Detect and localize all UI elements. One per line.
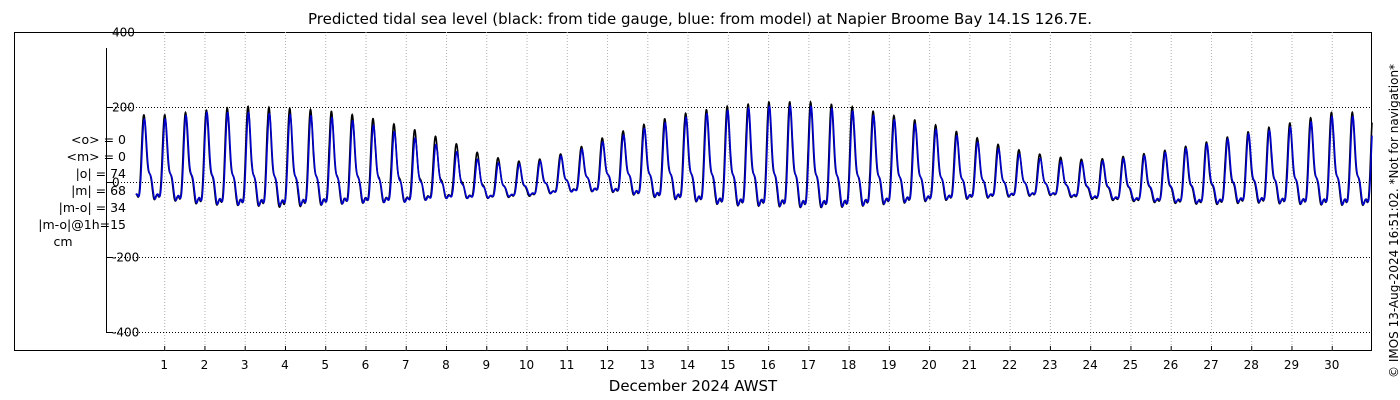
- x-tick-label: 2: [201, 358, 209, 372]
- y-tick-label: -400: [112, 326, 139, 340]
- x-tick-label: 26: [1163, 358, 1178, 372]
- stats-panel: <o> = 0 <m> = 0 |o| = 74 |m| = 68 |m-o| …: [0, 131, 126, 250]
- x-tick-label: 6: [362, 358, 370, 372]
- x-tick-label: 15: [720, 358, 735, 372]
- stat-abs-obs: |o| = 74: [75, 166, 126, 181]
- x-tick-label: 8: [442, 358, 450, 372]
- x-tick-label: 17: [801, 358, 816, 372]
- x-tick-label: 10: [519, 358, 534, 372]
- stat-mean-obs: <o> = 0: [71, 132, 126, 147]
- x-tick-label: 22: [1002, 358, 1017, 372]
- x-tick-label: 4: [281, 358, 289, 372]
- x-tick-label: 9: [482, 358, 490, 372]
- x-tick-label: 7: [402, 358, 410, 372]
- y-tick-label: 400: [112, 26, 135, 40]
- x-tick-label: 20: [921, 358, 936, 372]
- stat-abs-model: |m| = 68: [71, 183, 126, 198]
- x-tick-label: 30: [1324, 358, 1339, 372]
- x-tick-label: 14: [680, 358, 695, 372]
- x-tick-label: 25: [1123, 358, 1138, 372]
- x-tick-label: 13: [640, 358, 655, 372]
- x-tick-label: 23: [1042, 358, 1057, 372]
- figure-frame: [14, 32, 1372, 351]
- x-axis-label: December 2024 AWST: [609, 377, 778, 395]
- x-tick-label: 27: [1203, 358, 1218, 372]
- model-series-line: [135, 104, 1373, 208]
- x-tick-label: 5: [321, 358, 329, 372]
- x-tick-label: 11: [559, 358, 574, 372]
- x-tick-label: 12: [599, 358, 614, 372]
- stat-mean-model: <m> = 0: [66, 149, 127, 164]
- x-tick-label: 21: [962, 358, 977, 372]
- x-tick-label: 16: [760, 358, 775, 372]
- y-tick-label: 200: [112, 101, 135, 115]
- x-tick-label: 18: [841, 358, 856, 372]
- x-tick-label: 19: [881, 358, 896, 372]
- x-tick-label: 1: [160, 358, 168, 372]
- stat-unit: cm: [53, 234, 73, 249]
- x-tick-label: 3: [241, 358, 249, 372]
- y-tick-label: 0: [112, 176, 120, 190]
- y-tick-label: -200: [112, 251, 139, 265]
- x-tick-label: 24: [1083, 358, 1098, 372]
- x-tick-label: 28: [1244, 358, 1259, 372]
- chart-title: Predicted tidal sea level (black: from t…: [307, 10, 1092, 28]
- x-tick-label: 29: [1284, 358, 1299, 372]
- stat-abs-diff-1h: |m-o|@1h=15: [38, 217, 126, 232]
- stat-abs-diff: |m-o| = 34: [58, 200, 126, 215]
